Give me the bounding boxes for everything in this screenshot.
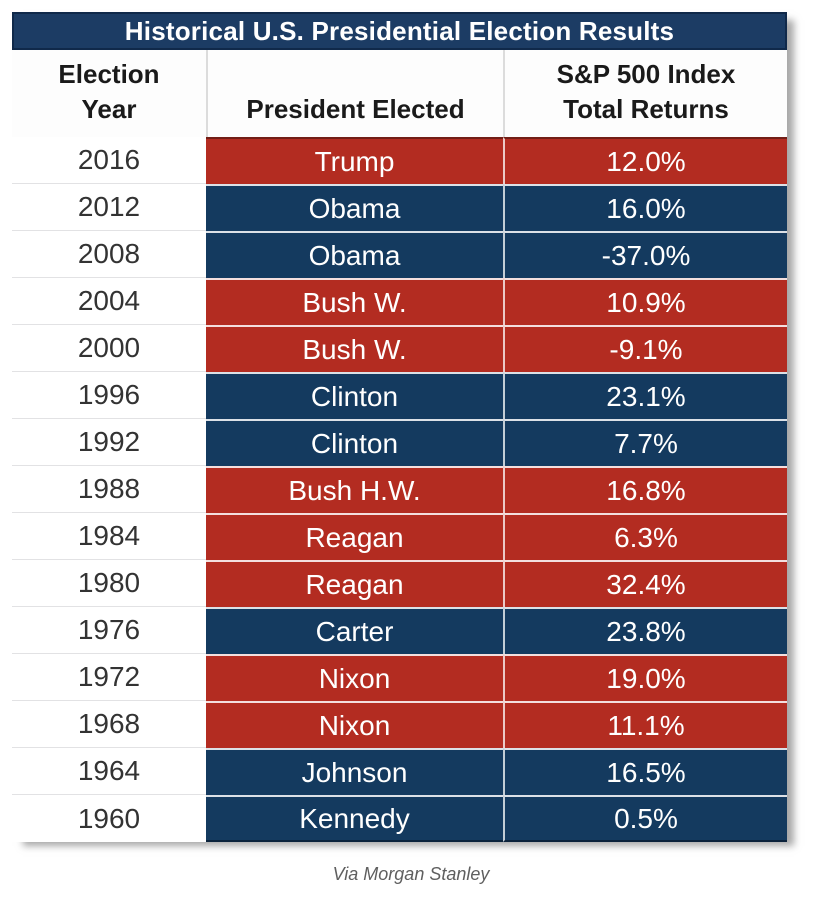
year-cell: 2000 xyxy=(12,325,206,372)
president-cell: Reagan xyxy=(206,560,503,607)
year-cell: 2016 xyxy=(12,137,206,184)
president-cell: Nixon xyxy=(206,701,503,748)
president-cell: Bush W. xyxy=(206,278,503,325)
president-cell: Trump xyxy=(206,137,503,184)
table-header-row: Election Year President Elected S&P 500 … xyxy=(12,50,787,137)
returns-cell: 23.1% xyxy=(503,372,787,419)
table-row: 1964 Johnson 16.5% xyxy=(12,748,787,795)
returns-cell: 16.0% xyxy=(503,184,787,231)
table-row: 1960 Kennedy 0.5% xyxy=(12,795,787,842)
year-cell: 2008 xyxy=(12,231,206,278)
table-row: 1968 Nixon 11.1% xyxy=(12,701,787,748)
column-header-sp500-returns: S&P 500 Index Total Returns xyxy=(503,50,787,137)
table-row: 2012 Obama 16.0% xyxy=(12,184,787,231)
returns-cell: 12.0% xyxy=(503,137,787,184)
president-cell: Bush W. xyxy=(206,325,503,372)
year-cell: 1968 xyxy=(12,701,206,748)
table-row: 2004 Bush W. 10.9% xyxy=(12,278,787,325)
year-cell: 1972 xyxy=(12,654,206,701)
year-cell: 2004 xyxy=(12,278,206,325)
year-cell: 1992 xyxy=(12,419,206,466)
year-cell: 1976 xyxy=(12,607,206,654)
table-row: 2016 Trump 12.0% xyxy=(12,137,787,184)
table-body: 2016 Trump 12.0% 2012 Obama 16.0% 2008 O… xyxy=(12,137,787,842)
column-header-president-elected: President Elected xyxy=(206,50,503,137)
president-cell: Carter xyxy=(206,607,503,654)
returns-cell: -37.0% xyxy=(503,231,787,278)
returns-cell: 6.3% xyxy=(503,513,787,560)
source-caption: Via Morgan Stanley xyxy=(332,864,490,884)
table-row: 1988 Bush H.W. 16.8% xyxy=(12,466,787,513)
column-header-election-year: Election Year xyxy=(12,50,206,137)
table-row: 1992 Clinton 7.7% xyxy=(12,419,787,466)
table-row: 1980 Reagan 32.4% xyxy=(12,560,787,607)
returns-cell: 19.0% xyxy=(503,654,787,701)
table-row: 1984 Reagan 6.3% xyxy=(12,513,787,560)
returns-cell: 23.8% xyxy=(503,607,787,654)
table-title: Historical U.S. Presidential Election Re… xyxy=(124,15,675,46)
returns-cell: 0.5% xyxy=(503,795,787,842)
year-cell: 1960 xyxy=(12,795,206,842)
president-cell: Clinton xyxy=(206,419,503,466)
year-cell: 1984 xyxy=(12,513,206,560)
president-cell: Johnson xyxy=(206,748,503,795)
returns-cell: -9.1% xyxy=(503,325,787,372)
president-cell: Bush H.W. xyxy=(206,466,503,513)
returns-cell: 10.9% xyxy=(503,278,787,325)
table-row: 2008 Obama -37.0% xyxy=(12,231,787,278)
column-header-president-elected-label: President Elected xyxy=(246,93,465,124)
president-cell: Reagan xyxy=(206,513,503,560)
table-row: 2000 Bush W. -9.1% xyxy=(12,325,787,372)
returns-cell: 16.5% xyxy=(503,748,787,795)
returns-cell: 11.1% xyxy=(503,701,787,748)
column-header-sp500-returns-line1: S&P 500 Index xyxy=(556,58,736,89)
column-header-election-year-line2: Year xyxy=(81,93,137,124)
table-title-bar: Historical U.S. Presidential Election Re… xyxy=(12,12,787,50)
table-row: 1972 Nixon 19.0% xyxy=(12,654,787,701)
year-cell: 1996 xyxy=(12,372,206,419)
year-cell: 1988 xyxy=(12,466,206,513)
year-cell: 1964 xyxy=(12,748,206,795)
election-results-table: Historical U.S. Presidential Election Re… xyxy=(12,12,787,842)
president-cell: Obama xyxy=(206,231,503,278)
returns-cell: 7.7% xyxy=(503,419,787,466)
year-cell: 1980 xyxy=(12,560,206,607)
table-row: 1976 Carter 23.8% xyxy=(12,607,787,654)
president-cell: Kennedy xyxy=(206,795,503,842)
returns-cell: 16.8% xyxy=(503,466,787,513)
column-header-election-year-line1: Election xyxy=(58,58,160,89)
president-cell: Clinton xyxy=(206,372,503,419)
president-cell: Obama xyxy=(206,184,503,231)
president-cell: Nixon xyxy=(206,654,503,701)
table-row: 1996 Clinton 23.1% xyxy=(12,372,787,419)
column-header-sp500-returns-line2: Total Returns xyxy=(563,93,729,124)
returns-cell: 32.4% xyxy=(503,560,787,607)
year-cell: 2012 xyxy=(12,184,206,231)
